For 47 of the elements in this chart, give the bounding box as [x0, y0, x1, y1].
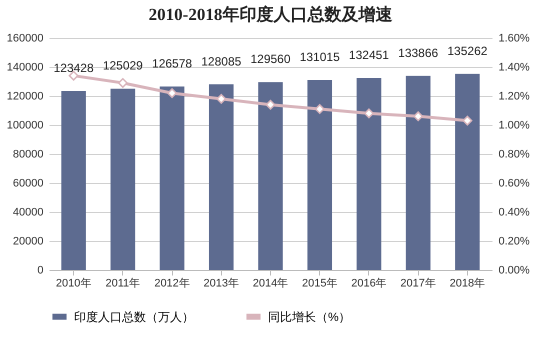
y2-tick-label: 0.20%: [498, 236, 530, 248]
y-tick-label: 120000: [6, 90, 44, 102]
point: [462, 116, 472, 126]
legend-label: 印度人口总数（万人）: [74, 310, 194, 324]
y2-tick-label: 1.60%: [498, 32, 530, 44]
y-tick-label: 80000: [12, 148, 44, 160]
data-label: 133866: [398, 46, 439, 60]
legend-label: 同比增长（%）: [268, 310, 351, 324]
x-tick-label: 2011年: [106, 278, 140, 290]
y-tick-label: 100000: [6, 120, 44, 132]
data-label: 126578: [152, 56, 192, 70]
data-label: 123428: [54, 61, 94, 76]
data-label: 135262: [447, 44, 488, 58]
y2-tick-label: 0.80%: [498, 148, 530, 160]
data-label: 125029: [102, 58, 144, 73]
y2-tick-label: 0.40%: [498, 206, 530, 218]
y-tick-label: 160000: [6, 32, 44, 44]
x-tick-label: 2018年: [450, 278, 486, 290]
x-tick-label: 2015年: [302, 278, 338, 290]
point: [118, 78, 128, 88]
point: [314, 104, 325, 114]
y-tick-label: 40000: [12, 206, 44, 218]
point: [216, 94, 226, 104]
y2-tick-label: 0.60%: [498, 178, 530, 190]
point: [167, 88, 177, 98]
x-tick-label: 2014年: [252, 278, 288, 290]
y2-tick-label: 1.40%: [498, 62, 530, 74]
y-tick-label: 20000: [12, 236, 44, 248]
data-label: 129560: [250, 52, 291, 66]
point: [266, 100, 276, 110]
y-tick-label: 140000: [6, 62, 44, 74]
y2-tick-label: 1.20%: [498, 90, 530, 102]
x-tick-label: 2013年: [204, 278, 240, 290]
x-tick-label: 2010年: [56, 278, 92, 290]
x-tick-label: 2017年: [400, 278, 436, 290]
y-tick-label: 60000: [12, 178, 44, 190]
y2-tick-label: 0.00%: [498, 264, 530, 276]
data-label: 131015: [300, 50, 340, 64]
data-label: 132451: [348, 48, 390, 62]
chart-title: 2010-2018年印度人口总数及增速: [148, 5, 392, 24]
data-label: 128085: [201, 54, 242, 68]
point: [364, 108, 374, 118]
point: [413, 111, 424, 122]
x-tick-label: 2012年: [154, 278, 190, 290]
y2-tick-label: 1.00%: [498, 120, 530, 132]
x-tick-label: 2016年: [351, 278, 387, 290]
y-tick-label: 0: [37, 264, 44, 276]
